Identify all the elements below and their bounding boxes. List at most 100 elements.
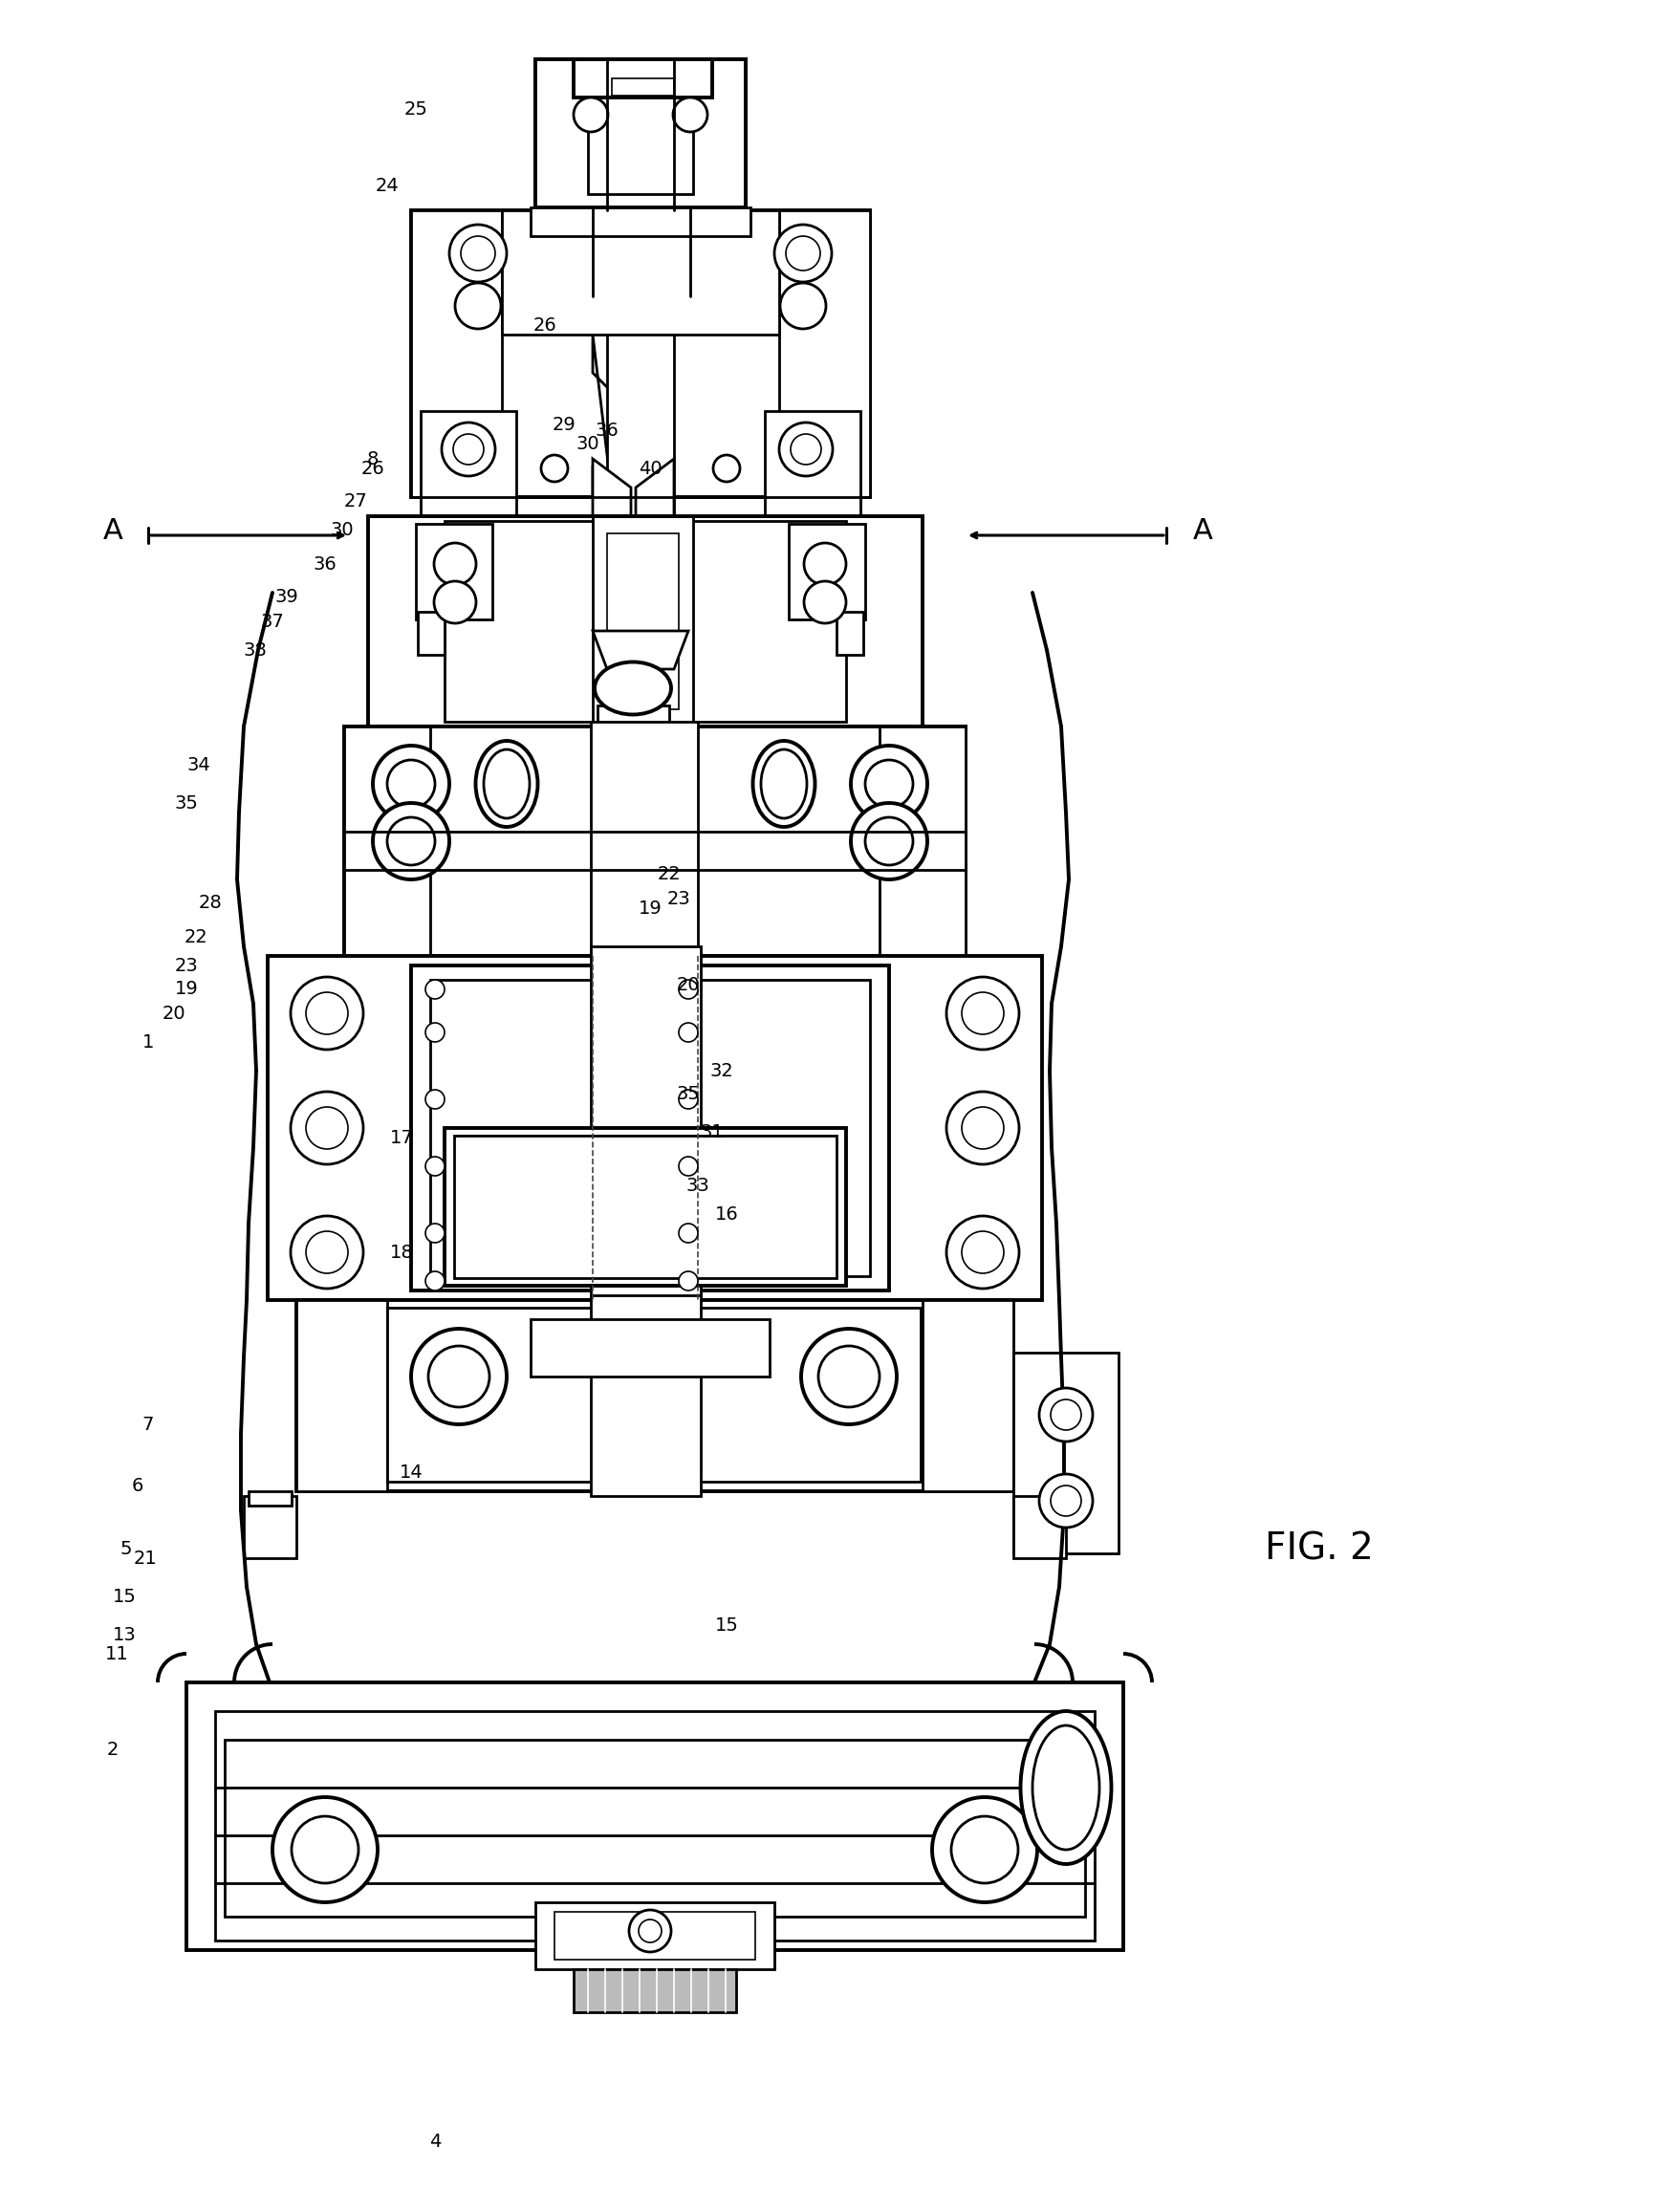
Circle shape <box>574 97 607 133</box>
Bar <box>244 1495 296 1557</box>
Bar <box>576 62 711 95</box>
Bar <box>413 212 500 495</box>
Bar <box>504 212 778 332</box>
Circle shape <box>450 226 507 281</box>
Bar <box>532 210 748 234</box>
Circle shape <box>780 422 833 476</box>
Text: 40: 40 <box>639 460 663 478</box>
Text: FIG. 2: FIG. 2 <box>1265 1531 1374 1566</box>
Text: 24: 24 <box>375 177 400 195</box>
Bar <box>592 723 696 958</box>
Text: 18: 18 <box>390 1243 413 1261</box>
Bar <box>445 1128 847 1285</box>
Circle shape <box>962 1106 1004 1148</box>
Text: 1: 1 <box>142 1033 154 1051</box>
Text: 38: 38 <box>244 641 268 659</box>
Circle shape <box>947 978 1019 1051</box>
Circle shape <box>1051 1486 1081 1515</box>
Circle shape <box>428 1345 490 1407</box>
Bar <box>532 1321 768 1374</box>
Text: 26: 26 <box>534 316 557 334</box>
Text: 23: 23 <box>668 889 691 907</box>
Text: 13: 13 <box>112 1626 136 1644</box>
Bar <box>1014 1352 1119 1553</box>
Circle shape <box>306 993 348 1035</box>
Bar <box>609 336 673 648</box>
Text: 16: 16 <box>714 1206 738 1223</box>
Text: 30: 30 <box>576 436 599 453</box>
Bar <box>420 613 443 653</box>
Circle shape <box>291 978 363 1051</box>
Text: 36: 36 <box>596 420 619 440</box>
Bar <box>591 947 701 1305</box>
Bar <box>430 980 870 1276</box>
Bar <box>1016 1498 1064 1557</box>
Text: 8: 8 <box>366 449 378 469</box>
Bar <box>423 414 514 513</box>
Text: 14: 14 <box>400 1462 423 1482</box>
Bar <box>922 1301 1014 1491</box>
Bar <box>412 964 888 1290</box>
Bar <box>535 60 746 208</box>
Circle shape <box>713 456 739 482</box>
Ellipse shape <box>1032 1725 1099 1849</box>
Circle shape <box>273 1796 378 1902</box>
Text: 17: 17 <box>390 1128 413 1146</box>
Bar <box>587 71 693 195</box>
Polygon shape <box>592 334 664 535</box>
Circle shape <box>791 434 821 465</box>
Circle shape <box>386 761 435 807</box>
Circle shape <box>291 1217 363 1290</box>
Bar <box>412 210 870 498</box>
Bar <box>788 524 865 619</box>
Text: 37: 37 <box>261 613 284 630</box>
Bar <box>537 62 591 206</box>
Text: 19: 19 <box>639 898 663 918</box>
Bar <box>186 1683 1123 1951</box>
Bar <box>268 956 1042 1301</box>
Bar <box>925 1303 1012 1489</box>
Bar <box>417 524 492 619</box>
Bar <box>574 1969 736 2013</box>
Text: 23: 23 <box>174 956 199 975</box>
Bar <box>535 1902 775 1969</box>
Bar <box>594 633 686 668</box>
Text: 35: 35 <box>174 794 199 812</box>
Bar <box>453 1135 836 1279</box>
Bar <box>296 1301 1014 1491</box>
Bar <box>766 414 858 513</box>
Text: 36: 36 <box>313 555 336 573</box>
Bar <box>269 958 365 1298</box>
Bar <box>592 949 699 1303</box>
Circle shape <box>460 237 495 270</box>
Circle shape <box>679 1022 698 1042</box>
Polygon shape <box>592 458 631 515</box>
Circle shape <box>818 1345 880 1407</box>
Bar <box>386 1307 920 1482</box>
Ellipse shape <box>753 741 815 827</box>
Text: 29: 29 <box>552 416 576 434</box>
Bar <box>368 515 922 726</box>
Text: 20: 20 <box>676 975 699 993</box>
Bar <box>791 526 863 617</box>
Circle shape <box>425 980 445 1000</box>
Circle shape <box>425 1022 445 1042</box>
Ellipse shape <box>594 661 671 714</box>
Circle shape <box>852 745 927 823</box>
Circle shape <box>373 745 450 823</box>
Bar <box>574 60 713 97</box>
Bar <box>535 60 746 208</box>
Bar <box>637 460 673 513</box>
Text: 22: 22 <box>657 865 681 885</box>
Circle shape <box>786 237 820 270</box>
Bar <box>216 1712 1094 1940</box>
Bar <box>780 210 870 498</box>
Bar <box>607 533 679 710</box>
Text: 11: 11 <box>105 1646 129 1663</box>
Bar <box>478 741 535 827</box>
Circle shape <box>947 1093 1019 1164</box>
Circle shape <box>679 1223 698 1243</box>
Circle shape <box>455 283 500 330</box>
Bar <box>880 726 965 956</box>
Bar <box>592 515 693 726</box>
